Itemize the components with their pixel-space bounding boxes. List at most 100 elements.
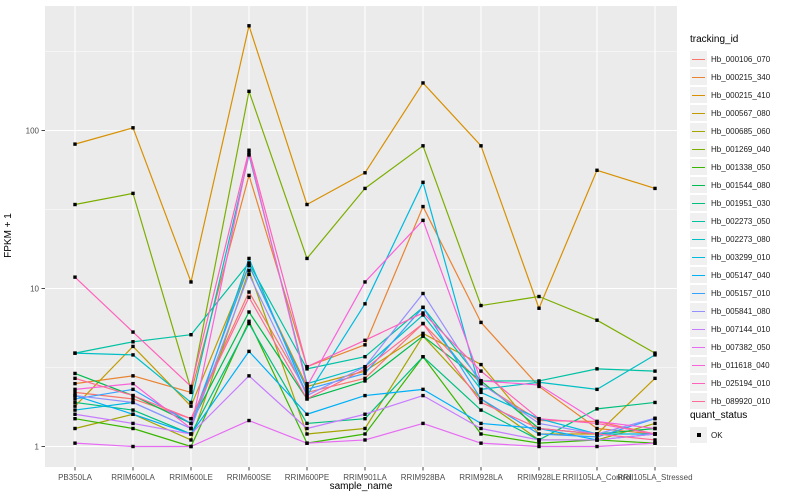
data-point bbox=[305, 390, 309, 395]
series-color-swatch bbox=[692, 220, 705, 222]
x-tick-label: RRII105LA_Stressed bbox=[617, 473, 692, 482]
legend-key-line-icon bbox=[690, 69, 707, 85]
data-point bbox=[363, 416, 367, 421]
data-point bbox=[247, 310, 251, 314]
data-point bbox=[73, 351, 77, 355]
legend-key-line-icon bbox=[690, 87, 707, 103]
legend-entry-Hb_025194_010: Hb_025194_010 bbox=[690, 374, 798, 392]
data-point bbox=[653, 369, 657, 373]
data-point bbox=[131, 412, 135, 416]
data-point bbox=[421, 313, 425, 317]
quant-status-swatch bbox=[696, 433, 701, 437]
data-point bbox=[305, 384, 309, 389]
data-point bbox=[537, 438, 541, 442]
data-point bbox=[653, 186, 657, 191]
series-color-swatch bbox=[692, 328, 705, 330]
data-point bbox=[479, 381, 483, 386]
legend-key-line-icon bbox=[690, 339, 707, 355]
data-point bbox=[479, 387, 483, 392]
data-point bbox=[189, 416, 193, 421]
data-point bbox=[131, 421, 135, 426]
series-color-swatch bbox=[692, 184, 705, 186]
legend-key-line-icon bbox=[690, 195, 707, 211]
data-point bbox=[421, 311, 425, 315]
data-point bbox=[479, 144, 483, 148]
legend-entry-Hb_089920_010: Hb_089920_010 bbox=[690, 392, 798, 410]
data-point bbox=[363, 364, 367, 369]
data-point bbox=[363, 280, 367, 284]
data-point bbox=[73, 441, 77, 445]
data-point bbox=[73, 142, 77, 146]
legend-entry-label: Hb_005841_080 bbox=[711, 306, 771, 316]
data-point bbox=[189, 280, 193, 284]
legend-key-line-icon bbox=[690, 231, 707, 247]
series-color-swatch bbox=[692, 256, 705, 258]
data-point bbox=[421, 334, 425, 338]
data-point bbox=[131, 393, 135, 398]
data-point bbox=[595, 318, 599, 322]
legend-entry-quant-OK: OK bbox=[690, 426, 798, 444]
data-point bbox=[479, 426, 483, 431]
y-tick-label: 100 bbox=[26, 127, 40, 136]
data-point bbox=[537, 426, 541, 431]
data-point bbox=[73, 393, 77, 398]
x-tick-label: PB350LA bbox=[58, 473, 92, 482]
series-color-swatch bbox=[692, 238, 705, 240]
data-point bbox=[537, 383, 541, 387]
legend-tracking-id-title: tracking_id bbox=[690, 34, 739, 45]
data-point bbox=[537, 306, 541, 310]
legend-entry-label: Hb_005147_040 bbox=[711, 270, 771, 280]
data-point bbox=[421, 355, 425, 359]
data-point bbox=[247, 272, 251, 276]
data-point bbox=[73, 400, 77, 405]
series-color-swatch bbox=[692, 130, 705, 132]
data-point bbox=[305, 381, 309, 386]
data-point bbox=[131, 330, 135, 334]
legend-entry-label: Hb_007382_050 bbox=[711, 342, 771, 352]
data-point bbox=[131, 397, 135, 401]
series-color-swatch bbox=[692, 148, 705, 150]
legend-key-line-icon bbox=[690, 285, 707, 301]
data-point bbox=[189, 384, 193, 389]
data-point bbox=[479, 432, 483, 436]
data-point bbox=[537, 444, 541, 449]
data-point bbox=[247, 153, 251, 157]
data-point bbox=[421, 144, 425, 148]
legend-key-line-icon bbox=[690, 105, 707, 121]
series-color-swatch bbox=[692, 310, 705, 312]
legend-tracking-id-entries: Hb_000106_070 Hb_000215_340 Hb_000215_410 H… bbox=[690, 50, 798, 410]
legend-entry-label: Hb_001951_030 bbox=[711, 198, 771, 208]
series-color-swatch bbox=[692, 202, 705, 204]
series-color-swatch bbox=[692, 400, 705, 402]
data-point bbox=[479, 408, 483, 412]
data-point bbox=[131, 444, 135, 449]
data-point bbox=[73, 275, 77, 279]
data-point bbox=[189, 444, 193, 449]
data-point bbox=[653, 353, 657, 357]
data-point bbox=[131, 126, 135, 130]
series-color-swatch bbox=[692, 274, 705, 276]
data-point bbox=[595, 435, 599, 439]
data-point bbox=[189, 421, 193, 426]
data-point bbox=[305, 256, 309, 261]
legend-entry-Hb_001544_080: Hb_001544_080 bbox=[690, 176, 798, 194]
data-point bbox=[189, 333, 193, 337]
data-point bbox=[73, 381, 77, 386]
data-point bbox=[247, 151, 251, 155]
data-point bbox=[189, 426, 193, 431]
legend-key-line-icon bbox=[690, 177, 707, 193]
legend-entry-label: Hb_001338_050 bbox=[711, 162, 771, 172]
data-point bbox=[653, 441, 657, 445]
legend-entry-Hb_005841_080: Hb_005841_080 bbox=[690, 302, 798, 320]
legend-entry-label: Hb_000106_070 bbox=[711, 54, 771, 64]
y-tick-label: 10 bbox=[30, 285, 39, 294]
legend-entry-label: Hb_002273_050 bbox=[711, 216, 771, 226]
data-point bbox=[653, 400, 657, 405]
data-point bbox=[363, 343, 367, 347]
legend-entry-Hb_000685_060: Hb_000685_060 bbox=[690, 122, 798, 140]
data-point bbox=[653, 421, 657, 426]
x-tick-label: RRIM901LA bbox=[343, 473, 387, 482]
data-point bbox=[247, 321, 251, 326]
data-point bbox=[189, 387, 193, 392]
